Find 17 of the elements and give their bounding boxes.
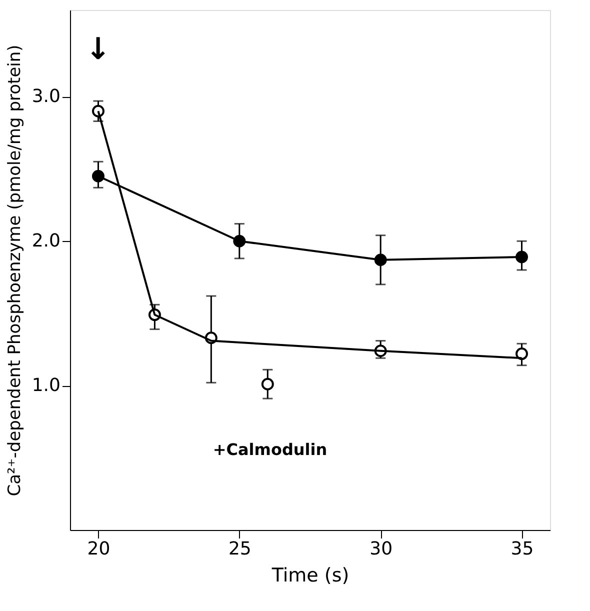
point <box>261 378 274 390</box>
x-tick-label: 25 <box>228 538 252 560</box>
x-axis-title: Time (s) <box>270 564 350 586</box>
point <box>233 234 246 248</box>
y-tick-label: 1.0 <box>32 375 60 396</box>
annotation: +Calmodulin <box>212 440 328 459</box>
x-tick-label: 35 <box>510 538 534 560</box>
annotation: ↓ <box>85 32 111 67</box>
x-tick-label: 20 <box>87 538 110 560</box>
point <box>516 250 528 264</box>
point <box>374 254 387 266</box>
point <box>516 348 528 360</box>
y-tick-label: 2.0 <box>32 230 60 252</box>
y-axis-title: Ca²⁺-dependent Phosphoenzyme (pmole/mg protein) <box>4 44 25 496</box>
x-tick-label: 30 <box>370 538 393 560</box>
point <box>92 170 104 182</box>
y-tick-label: 3.0 <box>32 86 60 108</box>
